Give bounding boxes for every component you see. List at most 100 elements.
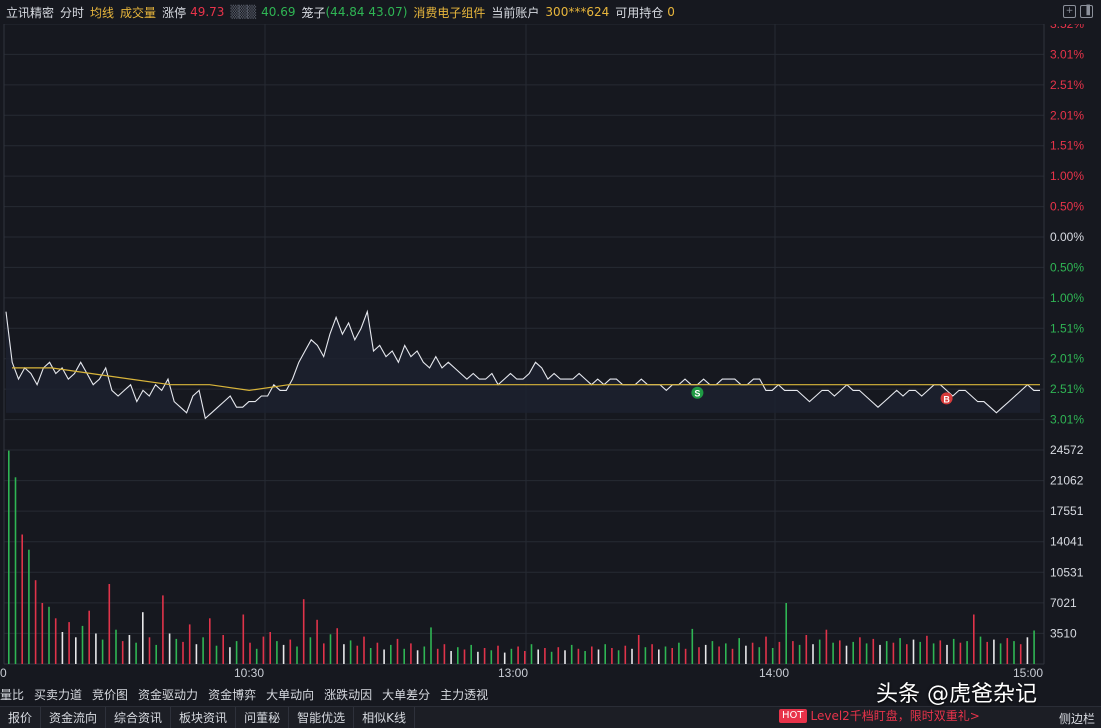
volume-bar xyxy=(383,649,385,664)
volume-bar xyxy=(115,629,117,664)
hot-badge: HOT xyxy=(779,708,807,723)
volume-bar xyxy=(751,642,754,664)
tab-intraday[interactable]: 分时 xyxy=(60,5,85,20)
volume-bar xyxy=(631,648,633,664)
tab-indicator[interactable]: 竞价图 xyxy=(92,688,129,702)
volume-bar xyxy=(839,640,841,664)
price-axis-label: 2.51% xyxy=(1050,382,1084,396)
chart-header: 立讯精密 分时 均线 成交量 涨停 49.73 ▒▒▒ 40.69 笼子 (44… xyxy=(0,0,1101,24)
panel-toggle-icon[interactable]: ▐ xyxy=(1080,5,1093,18)
promo-text[interactable]: Level2千档盯盘，限时双重礼> xyxy=(810,709,980,723)
volume-bar xyxy=(966,641,968,664)
volume-bar xyxy=(54,618,57,664)
volume-bar xyxy=(557,647,560,664)
volume-bar xyxy=(564,650,566,664)
tab-indicator[interactable]: 主力透视 xyxy=(440,688,489,702)
stock-name[interactable]: 立讯精密 xyxy=(6,5,55,20)
tab-bottom[interactable]: 综合资讯 xyxy=(106,706,172,728)
cage-label: 笼子 xyxy=(301,5,326,20)
volume-bar xyxy=(463,649,466,664)
tab-bottom[interactable]: 问董秘 xyxy=(236,706,290,728)
volume-bar xyxy=(550,651,553,664)
volume-bar xyxy=(671,648,673,664)
volume-bar xyxy=(14,477,17,664)
time-axis-start: 0 xyxy=(0,666,7,680)
expand-icon[interactable]: + xyxy=(1063,5,1076,18)
volume-bar xyxy=(651,644,653,664)
tab-indicator[interactable]: 大单差分 xyxy=(382,688,431,702)
tab-bottom[interactable]: 板块资讯 xyxy=(171,706,237,728)
volume-bar xyxy=(952,638,955,664)
volume-bar xyxy=(41,603,44,664)
volume-bar xyxy=(282,644,285,664)
volume-bar xyxy=(276,641,278,664)
volume-bar xyxy=(785,603,787,664)
tab-indicator[interactable]: 资金博弈 xyxy=(208,688,257,702)
legend-avg-line: 均线 xyxy=(90,5,115,20)
promo-banner[interactable]: HOT Level2千档盯盘，限时双重礼> xyxy=(779,707,980,724)
price-axis-label: 2.01% xyxy=(1050,352,1084,366)
tab-indicator[interactable]: 大单动向 xyxy=(266,688,315,702)
volume-bar xyxy=(101,639,104,664)
volume-bar xyxy=(637,635,640,664)
tab-bottom[interactable]: 智能优选 xyxy=(289,706,355,728)
intraday-chart[interactable]: 3.52%3.01%2.51%2.01%1.51%1.00%0.50%0.00%… xyxy=(0,0,1101,684)
volume-bar xyxy=(912,639,915,664)
trade-marker-label: S xyxy=(694,389,700,399)
price-axis-label: 1.00% xyxy=(1050,291,1084,305)
volume-bar xyxy=(450,651,452,664)
cage-values: (44.84 43.07) xyxy=(325,5,408,19)
tab-indicator[interactable]: 买卖力道 xyxy=(34,688,83,702)
tab-bottom[interactable]: 资金流向 xyxy=(41,706,107,728)
volume-bar xyxy=(872,638,875,664)
trade-marker-s xyxy=(691,386,704,399)
volume-axis-label: 14041 xyxy=(1050,535,1084,549)
volume-bar xyxy=(611,648,613,664)
volume-bar xyxy=(369,648,372,664)
sector-link[interactable]: 消费电子组件 xyxy=(413,5,486,20)
volume-bar xyxy=(88,610,90,664)
volume-bar xyxy=(524,651,526,664)
volume-bar xyxy=(262,636,265,664)
volume-bar xyxy=(704,644,707,664)
volume-bar xyxy=(758,647,761,664)
tab-bottom[interactable]: 相似K线 xyxy=(354,706,415,728)
volume-bar xyxy=(249,642,251,664)
tab-indicator[interactable]: 资金驱动力 xyxy=(138,688,199,702)
price-axis-label: 0.00% xyxy=(1050,230,1084,244)
price-axis-label: 3.01% xyxy=(1050,47,1084,61)
volume-bar xyxy=(168,633,171,664)
volume-bar xyxy=(503,652,506,664)
volume-bar xyxy=(349,640,352,664)
volume-bar xyxy=(95,633,97,664)
sidebar-toggle[interactable]: 侧边栏 xyxy=(1058,712,1095,726)
volume-bar xyxy=(162,595,164,664)
volume-bar xyxy=(269,632,271,664)
volume-bar xyxy=(885,641,888,664)
volume-bar xyxy=(302,599,305,664)
volume-bar xyxy=(403,648,405,664)
volume-bar xyxy=(691,628,694,664)
volume-bar xyxy=(61,632,64,664)
price-line xyxy=(5,309,1040,420)
tab-bottom[interactable]: 报价 xyxy=(0,706,42,728)
volume-bar xyxy=(195,644,198,664)
volume-bar xyxy=(684,648,687,664)
limit-up-label: 涨停 xyxy=(162,5,187,20)
volume-bar xyxy=(932,643,935,664)
position-label: 可用持仓 xyxy=(615,5,664,20)
volume-bar xyxy=(289,639,292,664)
volume-bar xyxy=(490,650,493,664)
volume-bar xyxy=(711,641,714,664)
volume-bar xyxy=(222,635,224,664)
tab-indicator[interactable]: 涨跌动因 xyxy=(324,688,373,702)
volume-bar xyxy=(510,648,513,664)
account-value[interactable]: 300***624 xyxy=(545,5,610,19)
volume-bar xyxy=(798,644,801,664)
volume-bar xyxy=(430,627,432,664)
volume-bar xyxy=(1026,637,1029,664)
trade-marker-label: B xyxy=(943,394,950,404)
volume-axis-label: 21062 xyxy=(1050,474,1084,488)
volume-bar xyxy=(919,641,921,664)
tab-indicator[interactable]: 量比 xyxy=(0,688,25,702)
